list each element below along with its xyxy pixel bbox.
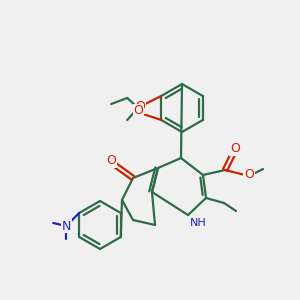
Text: O: O (133, 104, 143, 118)
Text: O: O (230, 142, 240, 155)
Text: O: O (135, 100, 145, 113)
Text: NH: NH (190, 218, 206, 228)
Text: O: O (106, 154, 116, 167)
Text: N: N (61, 220, 71, 232)
Text: O: O (244, 169, 254, 182)
